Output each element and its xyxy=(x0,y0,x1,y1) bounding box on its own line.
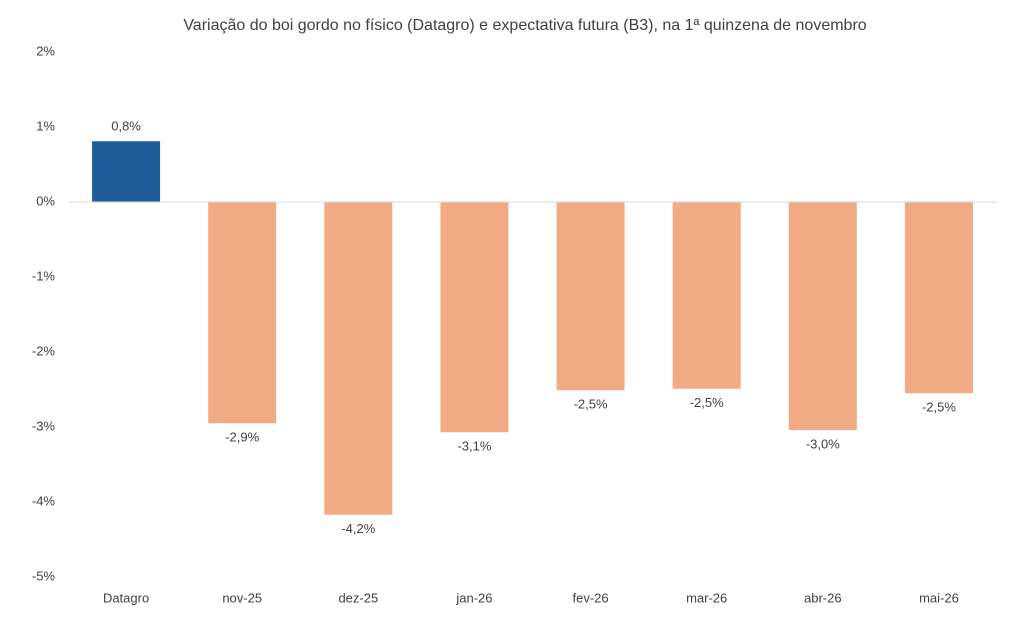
value-label: -2,5% xyxy=(690,395,724,410)
value-label: -2,5% xyxy=(574,397,608,412)
bar xyxy=(440,202,509,433)
bar xyxy=(788,202,857,430)
bar xyxy=(92,141,161,202)
y-tick-label: -5% xyxy=(32,568,56,583)
bar xyxy=(904,202,973,394)
y-tick-label: 2% xyxy=(36,43,55,58)
y-tick-label: -4% xyxy=(32,493,56,508)
x-tick-label: mai-26 xyxy=(919,590,959,605)
chart-title: Variação do boi gordo no físico (Datagro… xyxy=(183,17,866,34)
y-tick-label: -2% xyxy=(32,343,56,358)
bar xyxy=(556,202,625,391)
value-label: -2,9% xyxy=(225,430,259,445)
bar xyxy=(208,202,277,424)
value-label: -2,5% xyxy=(922,400,956,415)
x-tick-label: mar-26 xyxy=(686,590,727,605)
x-tick-label: nov-25 xyxy=(222,590,262,605)
x-tick-label: fev-26 xyxy=(572,590,608,605)
value-label: 0,8% xyxy=(111,119,141,134)
bar xyxy=(672,202,741,389)
value-label: -4,2% xyxy=(341,521,375,536)
x-tick-label: dez-25 xyxy=(338,590,378,605)
y-tick-label: -3% xyxy=(32,418,56,433)
y-tick-label: 0% xyxy=(36,193,55,208)
x-tick-label: Datagro xyxy=(103,590,149,605)
value-label: -3,0% xyxy=(806,436,840,451)
y-tick-label: -1% xyxy=(32,268,56,283)
value-label: -3,1% xyxy=(457,439,491,454)
bar xyxy=(324,202,393,515)
y-tick-label: 1% xyxy=(36,118,55,133)
x-tick-label: jan-26 xyxy=(455,590,492,605)
x-tick-label: abr-26 xyxy=(804,590,842,605)
